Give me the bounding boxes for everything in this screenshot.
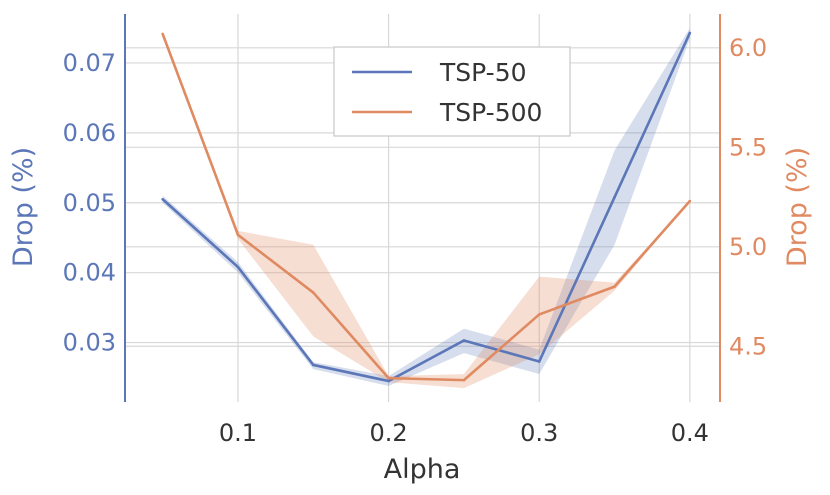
point-tsp-500 [311, 291, 315, 294]
right-y-tick-label: 4.5 [729, 332, 767, 360]
legend-label-tsp-500: TSP-500 [439, 98, 542, 127]
point-tsp-50 [613, 195, 616, 199]
left-y-tick-label: 0.06 [63, 119, 116, 147]
right-y-tick-label: 5.0 [729, 233, 767, 261]
band-tsp-500 [162, 33, 690, 389]
line-tsp-500 [161, 33, 691, 382]
left-y-tick-label: 0.07 [63, 49, 116, 77]
point-tsp-50 [688, 31, 692, 35]
left-y-tick-label: 0.03 [63, 329, 116, 357]
right-y-tick-label: 6.0 [729, 34, 767, 62]
point-tsp-50 [537, 360, 541, 363]
tick-labels: 0.1 0.2 0.3 0.4 0.03 0.04 0.05 0.06 0.07 4.5 5.0 5.… [63, 34, 768, 447]
x-tick-label: 0.1 [219, 419, 257, 447]
x-tick-label: 0.3 [520, 419, 558, 447]
legend: TSP-50 TSP-500 [333, 46, 571, 137]
right-y-tick-label: 5.5 [729, 133, 767, 161]
x-tick-label: 0.2 [370, 419, 408, 447]
confidence-bands [162, 27, 690, 389]
point-tsp-500 [236, 233, 240, 237]
point-tsp-50 [462, 339, 466, 342]
line-tsp-50 [161, 32, 692, 383]
point-tsp-500 [688, 199, 692, 203]
legend-label-tsp-50: TSP-50 [439, 58, 527, 87]
point-tsp-50 [161, 197, 164, 201]
right-y-axis-title: Drop (%) [782, 147, 813, 267]
point-tsp-500 [537, 313, 541, 316]
left-y-tick-label: 0.04 [63, 259, 116, 287]
point-tsp-500 [161, 32, 164, 36]
left-y-axis-title: Drop (%) [8, 147, 39, 267]
point-tsp-500 [613, 285, 616, 288]
series-lines [161, 31, 692, 383]
x-tick-label: 0.4 [671, 419, 709, 447]
x-axis-title: Alpha [384, 454, 461, 485]
legend-box [333, 46, 571, 137]
point-tsp-500 [387, 376, 390, 380]
point-tsp-500 [462, 378, 466, 382]
left-y-tick-label: 0.05 [63, 189, 116, 217]
point-tsp-50 [236, 265, 240, 269]
axes [124, 14, 721, 402]
point-tsp-50 [387, 379, 390, 383]
point-tsp-50 [311, 363, 315, 367]
